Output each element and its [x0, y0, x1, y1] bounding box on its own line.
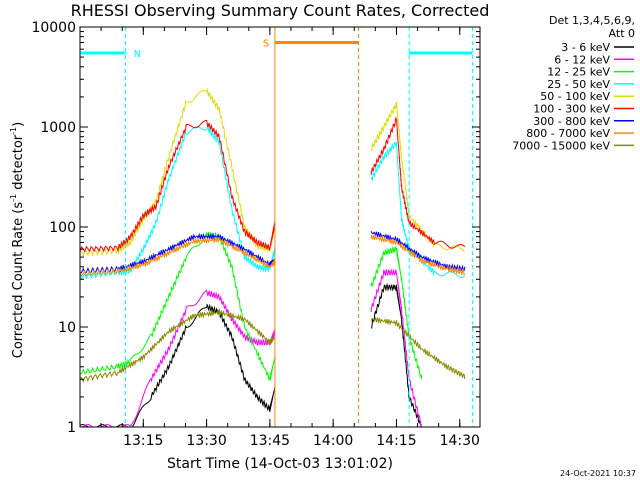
y-tick-label-3: 1000: [40, 120, 76, 136]
series-line-7-0: [79, 236, 276, 278]
legend-label-6: 300 - 800 keV: [533, 115, 610, 128]
series-line-6-0: [79, 232, 275, 274]
legend-header-line1: Det 1,3,4,5,6,9,: [549, 14, 635, 27]
series-line-0-0: [79, 303, 276, 428]
legend-header: Det 1,3,4,5,6,9, Att 0: [549, 14, 635, 40]
series-line-4-0: [79, 87, 276, 257]
x-tick-label-0: 13:15: [123, 433, 163, 449]
chart-title: RHESSI Observing Summary Count Rates, Co…: [71, 1, 490, 20]
legend-label-4: 50 - 100 keV: [540, 90, 610, 103]
legend-label-3: 25 - 50 keV: [547, 78, 610, 91]
legend-label-8: 7000 - 15000 keV: [512, 139, 610, 152]
series-line-1-0: [80, 289, 276, 428]
timestamp: 24-Oct-2021 10:37: [560, 469, 636, 478]
y-tick-label-2: 100: [49, 220, 76, 236]
series-line-2-1: [370, 245, 423, 380]
x-tick-label-1: 13:30: [186, 433, 226, 449]
x-tick-label-3: 14:00: [313, 433, 353, 449]
x-tick-label-5: 14:30: [440, 433, 480, 449]
x-tick-label-4: 14:15: [376, 433, 416, 449]
series-line-7-1: [370, 233, 466, 276]
series-line-8-0: [79, 309, 276, 383]
series-line-5-1: [370, 116, 466, 249]
series-line-2-0: [79, 231, 276, 382]
legend-label-1: 6 - 12 keV: [554, 53, 610, 66]
legend-label-0: 3 - 6 keV: [561, 41, 610, 54]
y-tick-label-4: 10000: [31, 20, 76, 36]
plot-area: NS: [79, 27, 473, 428]
series-line-3-0: [79, 124, 276, 280]
y-tick-label-0: 1: [67, 420, 76, 436]
axes: 1 10 100 1000 10000 13:15 13:30 13:45 14:00 14:15…: [31, 20, 481, 449]
series-line-8-1: [370, 316, 466, 379]
y-tick-label-1: 10: [58, 320, 76, 336]
legend-header-line2: Att 0: [609, 27, 635, 40]
series-line-1-1: [370, 268, 423, 428]
x-tick-label-2: 13:45: [250, 433, 290, 449]
annotation-label-0: N: [134, 49, 141, 60]
legend-label-5: 100 - 300 keV: [533, 103, 610, 116]
y-axis-label: Corrected Count Rate (s-1 detector-1): [9, 122, 26, 358]
legend-label-2: 12 - 25 keV: [547, 66, 610, 79]
series-line-5-0: [79, 119, 276, 253]
annotation-label-1: S: [263, 38, 269, 49]
series-line-0-1: [371, 282, 422, 428]
x-axis-label: Start Time (14-Oct-03 13:01:02): [167, 456, 393, 472]
series-line-3-1: [370, 141, 466, 279]
legend-label-7: 800 - 7000 keV: [526, 127, 610, 140]
